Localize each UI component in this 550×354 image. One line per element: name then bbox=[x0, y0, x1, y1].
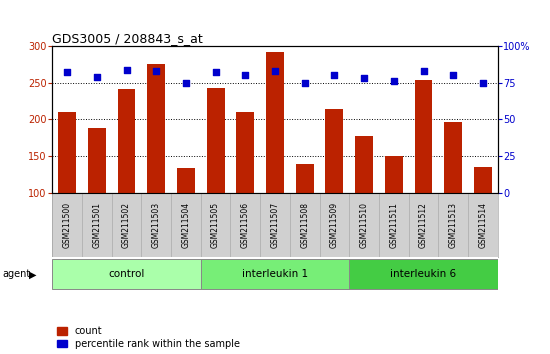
Bar bbox=[415, 80, 432, 193]
Point bbox=[449, 73, 458, 78]
Text: control: control bbox=[108, 269, 145, 279]
Point bbox=[419, 68, 428, 74]
Text: GSM211503: GSM211503 bbox=[152, 202, 161, 248]
Bar bbox=[474, 167, 492, 193]
Point bbox=[152, 68, 161, 74]
Bar bbox=[349, 259, 498, 289]
Point bbox=[211, 70, 220, 75]
Text: GSM211514: GSM211514 bbox=[478, 202, 487, 248]
Text: GDS3005 / 208843_s_at: GDS3005 / 208843_s_at bbox=[52, 32, 203, 45]
Point bbox=[478, 80, 487, 86]
Text: GSM211500: GSM211500 bbox=[63, 202, 72, 248]
Text: GSM211505: GSM211505 bbox=[211, 202, 220, 248]
Bar bbox=[177, 168, 195, 193]
Bar bbox=[355, 136, 373, 193]
Text: GSM211501: GSM211501 bbox=[92, 202, 101, 248]
Bar bbox=[444, 122, 462, 193]
Legend: count, percentile rank within the sample: count, percentile rank within the sample bbox=[57, 326, 240, 349]
Point bbox=[63, 70, 72, 75]
Point bbox=[389, 79, 398, 84]
Point bbox=[360, 75, 368, 81]
Bar bbox=[266, 52, 284, 193]
Bar bbox=[296, 164, 314, 193]
Bar bbox=[58, 112, 76, 193]
Bar bbox=[201, 259, 349, 289]
Bar bbox=[147, 64, 165, 193]
Text: interleukin 6: interleukin 6 bbox=[390, 269, 456, 279]
Point bbox=[271, 68, 279, 74]
Text: GSM211510: GSM211510 bbox=[360, 202, 368, 248]
Text: GSM211513: GSM211513 bbox=[449, 202, 458, 248]
Text: GSM211507: GSM211507 bbox=[271, 202, 279, 248]
Point bbox=[330, 73, 339, 78]
Text: GSM211506: GSM211506 bbox=[241, 202, 250, 248]
Point bbox=[300, 80, 309, 86]
Text: GSM211508: GSM211508 bbox=[300, 202, 309, 248]
Bar bbox=[326, 109, 343, 193]
Point bbox=[92, 74, 101, 80]
Point bbox=[182, 80, 190, 86]
Bar bbox=[52, 259, 201, 289]
Point bbox=[122, 67, 131, 72]
Text: GSM211512: GSM211512 bbox=[419, 202, 428, 248]
Text: GSM211509: GSM211509 bbox=[330, 202, 339, 248]
Text: agent: agent bbox=[3, 269, 31, 279]
Bar bbox=[207, 88, 224, 193]
Text: interleukin 1: interleukin 1 bbox=[242, 269, 308, 279]
Point bbox=[241, 73, 250, 78]
Text: ▶: ▶ bbox=[29, 269, 36, 279]
Text: GSM211504: GSM211504 bbox=[182, 202, 190, 248]
Text: GSM211511: GSM211511 bbox=[389, 202, 398, 248]
Bar bbox=[88, 128, 106, 193]
Bar bbox=[236, 112, 254, 193]
Text: GSM211502: GSM211502 bbox=[122, 202, 131, 248]
Bar bbox=[385, 156, 403, 193]
Bar bbox=[118, 89, 135, 193]
